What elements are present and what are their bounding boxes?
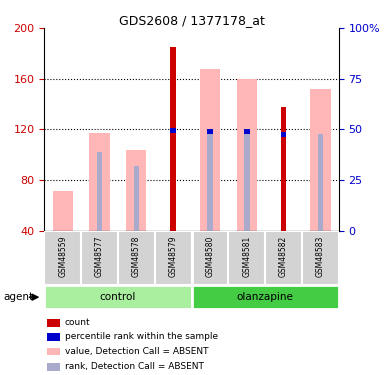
Title: GDS2608 / 1377178_at: GDS2608 / 1377178_at xyxy=(119,14,264,27)
Bar xyxy=(47,348,60,355)
Text: GSM48579: GSM48579 xyxy=(169,236,177,278)
Bar xyxy=(192,231,228,285)
Bar xyxy=(237,79,257,231)
Bar xyxy=(47,363,60,370)
Text: GSM48580: GSM48580 xyxy=(206,236,214,278)
Text: agent: agent xyxy=(4,292,34,302)
Text: GSM48559: GSM48559 xyxy=(58,236,67,278)
Text: GSM48582: GSM48582 xyxy=(279,236,288,278)
Bar xyxy=(244,132,249,231)
Bar xyxy=(47,333,60,340)
Text: GSM48581: GSM48581 xyxy=(242,236,251,278)
Bar xyxy=(118,231,155,285)
Bar xyxy=(244,129,249,135)
Bar xyxy=(44,285,192,309)
Text: GSM48583: GSM48583 xyxy=(316,236,325,278)
Bar xyxy=(171,47,176,231)
Bar xyxy=(53,191,73,231)
Bar xyxy=(265,231,302,285)
Bar xyxy=(228,231,265,285)
Bar xyxy=(207,129,213,135)
Bar xyxy=(81,231,118,285)
Bar xyxy=(207,132,213,231)
Text: GSM48577: GSM48577 xyxy=(95,236,104,278)
Bar xyxy=(155,231,192,285)
Text: percentile rank within the sample: percentile rank within the sample xyxy=(65,332,218,341)
Bar xyxy=(281,106,286,231)
Bar xyxy=(97,152,102,231)
Text: GSM48578: GSM48578 xyxy=(132,236,141,278)
Text: control: control xyxy=(100,292,136,302)
Bar xyxy=(44,231,81,285)
Bar xyxy=(310,89,330,231)
Bar xyxy=(192,285,339,309)
Bar xyxy=(318,135,323,231)
Bar xyxy=(171,128,176,133)
Text: olanzapine: olanzapine xyxy=(237,292,294,302)
Bar xyxy=(47,319,60,327)
Bar xyxy=(134,166,139,231)
Bar xyxy=(200,69,220,231)
Bar xyxy=(281,132,286,137)
Bar xyxy=(126,150,146,231)
Bar xyxy=(89,133,110,231)
Text: value, Detection Call = ABSENT: value, Detection Call = ABSENT xyxy=(65,347,208,356)
Bar xyxy=(302,231,339,285)
Text: rank, Detection Call = ABSENT: rank, Detection Call = ABSENT xyxy=(65,362,204,371)
Text: count: count xyxy=(65,318,90,327)
